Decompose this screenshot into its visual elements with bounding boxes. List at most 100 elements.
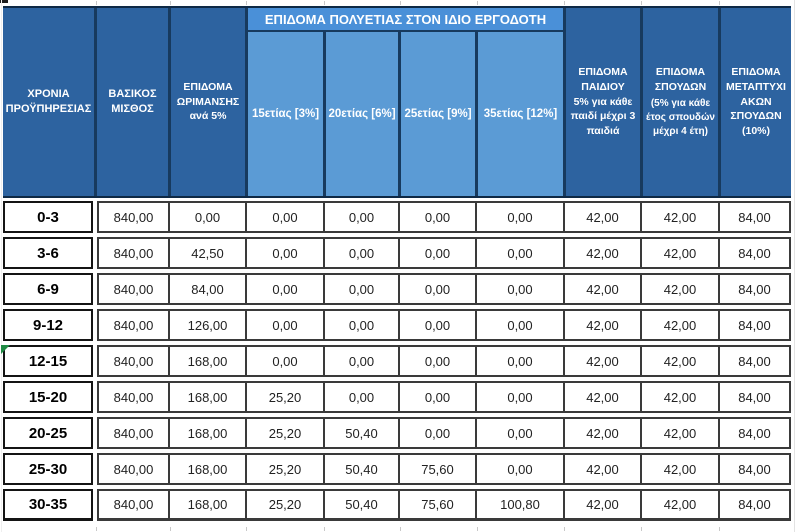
header-polyetia-col[interactable]: 25ετίας [9%]	[401, 32, 475, 196]
data-cell[interactable]: 42,00	[565, 455, 640, 483]
data-cell[interactable]: 0,00	[477, 239, 563, 267]
data-cell[interactable]: 42,00	[642, 419, 718, 447]
data-cell[interactable]: 0,00	[477, 311, 563, 339]
data-cell[interactable]: 840,00	[99, 311, 168, 339]
polyetia-group-title[interactable]: ΕΠΙΔΟΜΑ ΠΟΛΥΕΤΙΑΣ ΣΤΟΝ ΙΔΙΟ ΕΡΓΟΔΟΤΗ	[248, 8, 563, 30]
data-cell[interactable]: 0,00	[325, 239, 398, 267]
data-cell[interactable]: 42,00	[642, 239, 718, 267]
data-cell[interactable]: 0,00	[247, 275, 323, 303]
data-cell[interactable]: 0,00	[400, 203, 475, 231]
data-cell[interactable]: 840,00	[99, 275, 168, 303]
data-cell[interactable]: 75,60	[400, 455, 475, 483]
data-cell[interactable]: 0,00	[400, 419, 475, 447]
data-cell[interactable]: 168,00	[170, 455, 245, 483]
data-cell[interactable]: 0,00	[325, 275, 398, 303]
row-label-cell[interactable]: 12-15	[3, 345, 93, 377]
data-cell[interactable]: 42,00	[642, 311, 718, 339]
data-cell[interactable]: 840,00	[99, 203, 168, 231]
data-cell[interactable]: 0,00	[247, 203, 323, 231]
data-cell[interactable]: 0,00	[477, 419, 563, 447]
data-cell[interactable]: 50,40	[325, 455, 398, 483]
data-cell[interactable]: 50,40	[325, 419, 398, 447]
data-cell[interactable]: 42,00	[565, 239, 640, 267]
data-cell[interactable]: 25,20	[247, 419, 323, 447]
data-cell[interactable]: 84,00	[720, 491, 789, 518]
data-cell[interactable]: 840,00	[99, 455, 168, 483]
data-cell[interactable]: 0,00	[325, 203, 398, 231]
data-cell[interactable]: 42,50	[170, 239, 245, 267]
row-label-cell[interactable]: 15-20	[3, 381, 93, 413]
header-basic-salary[interactable]: ΒΑΣΙΚΟΣ ΜΙΣΘΟΣ	[97, 8, 168, 196]
row-label-cell[interactable]: 6-9	[3, 273, 93, 305]
data-cell[interactable]: 0,00	[325, 311, 398, 339]
data-cell[interactable]: 0,00	[325, 347, 398, 375]
header-postgrad-allowance[interactable]: ΕΠΙΔΟΜΑ ΜΕΤΑΠΤΥΧΙΑΚΩΝ ΣΠΟΥΔΩΝ (10%)	[721, 8, 791, 196]
data-cell[interactable]: 0,00	[477, 383, 563, 411]
data-cell[interactable]: 42,00	[565, 347, 640, 375]
data-cell[interactable]: 42,00	[642, 455, 718, 483]
data-cell[interactable]: 84,00	[720, 275, 789, 303]
data-cell[interactable]: 42,00	[642, 347, 718, 375]
data-cell[interactable]: 42,00	[565, 275, 640, 303]
header-polyetia-col[interactable]: 35ετίας [12%]	[478, 32, 563, 196]
data-cell[interactable]: 42,00	[565, 203, 640, 231]
data-cell[interactable]: 25,20	[247, 383, 323, 411]
data-cell[interactable]: 42,00	[642, 383, 718, 411]
data-cell[interactable]: 0,00	[400, 383, 475, 411]
data-cell[interactable]: 84,00	[720, 239, 789, 267]
data-cell[interactable]: 0,00	[477, 203, 563, 231]
data-cell[interactable]: 42,00	[565, 491, 640, 518]
data-cell[interactable]: 0,00	[400, 347, 475, 375]
data-cell[interactable]: 0,00	[247, 239, 323, 267]
data-cell[interactable]: 75,60	[400, 491, 475, 518]
data-cell[interactable]: 0,00	[247, 311, 323, 339]
data-cell[interactable]: 840,00	[99, 383, 168, 411]
data-cell[interactable]: 0,00	[400, 275, 475, 303]
data-cell[interactable]: 840,00	[99, 347, 168, 375]
data-cell[interactable]: 42,00	[642, 491, 718, 518]
header-child-allowance[interactable]: ΕΠΙΔΟΜΑ ΠΑΙΔΙΟΥ 5% για κάθε παιδί μέχρι …	[566, 8, 640, 196]
row-label-cell[interactable]: 0-3	[3, 201, 93, 233]
data-cell[interactable]: 0,00	[400, 239, 475, 267]
data-cell[interactable]: 168,00	[170, 491, 245, 518]
header-polyetia-col[interactable]: 15ετίας [3%]	[248, 32, 323, 196]
data-cell[interactable]: 42,00	[565, 311, 640, 339]
data-cell[interactable]: 100,80	[477, 491, 563, 518]
data-cell[interactable]: 42,00	[642, 203, 718, 231]
data-cell[interactable]: 168,00	[170, 347, 245, 375]
data-cell[interactable]: 84,00	[170, 275, 245, 303]
data-cell[interactable]: 84,00	[720, 203, 789, 231]
row-label-cell[interactable]: 9-12	[3, 309, 93, 341]
data-cell[interactable]: 0,00	[170, 203, 245, 231]
data-cell[interactable]: 42,00	[565, 383, 640, 411]
row-label-cell[interactable]: 25-30	[3, 453, 93, 485]
data-cell[interactable]: 84,00	[720, 419, 789, 447]
data-cell[interactable]: 84,00	[720, 455, 789, 483]
header-studies-allowance[interactable]: ΕΠΙΔΟΜΑ ΣΠΟΥΔΩΝ (5% για κάθε έτος σπουδώ…	[643, 8, 718, 196]
row-label-cell[interactable]: 30-35	[3, 489, 93, 521]
data-cell[interactable]: 168,00	[170, 419, 245, 447]
data-cell[interactable]: 84,00	[720, 383, 789, 411]
data-cell[interactable]: 0,00	[400, 311, 475, 339]
header-maturity-allowance[interactable]: ΕΠΙΔΟΜΑ ΩΡΙΜΑΝΣΗΣ ανά 5%	[171, 8, 245, 196]
data-cell[interactable]: 0,00	[325, 383, 398, 411]
row-label-cell[interactable]: 20-25	[3, 417, 93, 449]
row-label-cell[interactable]: 3-6	[3, 237, 93, 269]
data-cell[interactable]: 840,00	[99, 239, 168, 267]
data-cell[interactable]: 84,00	[720, 311, 789, 339]
data-cell[interactable]: 168,00	[170, 383, 245, 411]
header-polyetia-col[interactable]: 20ετίας [6%]	[326, 32, 398, 196]
data-cell[interactable]: 0,00	[477, 455, 563, 483]
data-cell[interactable]: 25,20	[247, 455, 323, 483]
data-cell[interactable]: 840,00	[99, 491, 168, 518]
data-cell[interactable]: 42,00	[642, 275, 718, 303]
data-cell[interactable]: 42,00	[565, 419, 640, 447]
data-cell[interactable]: 50,40	[325, 491, 398, 518]
data-cell[interactable]: 0,00	[477, 275, 563, 303]
data-cell[interactable]: 0,00	[477, 347, 563, 375]
data-cell[interactable]: 84,00	[720, 347, 789, 375]
header-service-years[interactable]: ΧΡΟΝΙΑ ΠΡΟΫΠΗΡΕΣΙΑΣ	[3, 8, 94, 196]
data-cell[interactable]: 25,20	[247, 491, 323, 518]
data-cell[interactable]: 840,00	[99, 419, 168, 447]
data-cell[interactable]: 126,00	[170, 311, 245, 339]
